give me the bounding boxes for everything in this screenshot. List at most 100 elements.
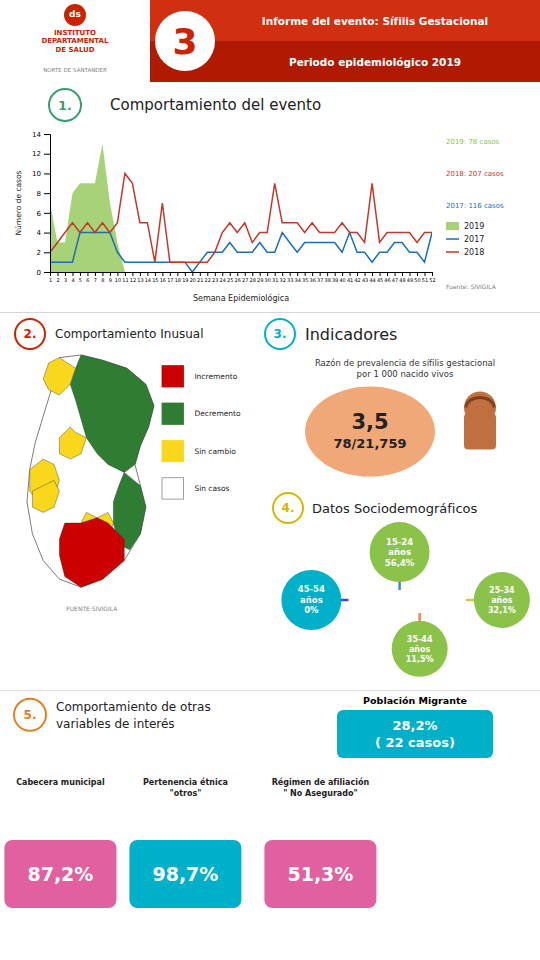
tick-label: 4 [71, 277, 74, 283]
tick-mark [350, 272, 351, 276]
plot-marks [50, 144, 432, 272]
section-circle [15, 319, 45, 349]
tick-label: 17 [167, 277, 173, 283]
tick-mark [140, 272, 141, 276]
tick-mark [237, 272, 238, 276]
text-line: 35-44 [407, 635, 433, 644]
text-line: 1. [58, 98, 72, 113]
tick-label: 22 [205, 277, 211, 283]
axis-domain [44, 135, 51, 273]
text-line: Comportamiento de otras [56, 700, 211, 714]
x-tick: 42 [354, 272, 360, 283]
legend-entry: 2017 [464, 235, 484, 244]
tick-label: 29 [257, 277, 263, 283]
map-legend-entry: Sin casos [194, 484, 229, 493]
tick-label: 38 [324, 277, 330, 283]
section-number: 3. [274, 327, 287, 341]
text-line: 25-34 [489, 586, 515, 595]
tick-label: 45 [377, 277, 383, 283]
tick-mark [207, 272, 208, 276]
tick-mark [44, 173, 50, 174]
tick-label: 41 [347, 277, 353, 283]
text-line: 2. [24, 327, 37, 341]
tick-mark [252, 272, 253, 276]
tick-label: 13 [137, 277, 143, 283]
x-tick: 38 [324, 272, 330, 283]
note: 2017: 116 casos [446, 202, 504, 210]
value-box [4, 840, 116, 908]
age-groups: 15-24años56,4%25-34años32,1%35-44años11,… [281, 522, 530, 677]
text-line: Datos Sociodemográficos [312, 501, 478, 516]
text-line: Semana Epidemiológica [193, 293, 289, 303]
tick-label: 39 [332, 277, 338, 283]
text-line: 2019 [464, 222, 484, 231]
x-tick: 36 [309, 272, 315, 283]
tick-mark [245, 272, 246, 276]
text-line: años [300, 595, 323, 605]
map-region [70, 355, 154, 472]
connector [466, 599, 475, 602]
x-tick: 52 [429, 272, 435, 283]
text-line: 0% [304, 605, 319, 615]
text-line: Régimen de afiliación [272, 777, 370, 787]
x-tick: 50 [414, 272, 420, 283]
section-title: Comportamiento Inusual [55, 327, 204, 341]
x-tick: 3 [64, 272, 67, 283]
x-tick: 13 [137, 272, 143, 283]
tick-mark [80, 272, 81, 276]
value-box [337, 710, 493, 758]
tick-label: 7 [94, 277, 97, 283]
value-box [264, 840, 376, 908]
tick-mark [357, 272, 358, 276]
x-tick: 34 [294, 272, 300, 283]
text-line: Decremento [194, 409, 241, 418]
tick-label: 8 [37, 190, 41, 198]
map-region [43, 358, 75, 395]
tick-label: 27 [242, 277, 248, 283]
tick-mark [282, 272, 283, 276]
tick-mark [410, 272, 411, 276]
section-title: Comportamiento de otras variables de inte… [56, 700, 211, 731]
tick-mark [230, 272, 231, 276]
tick-mark [95, 272, 96, 276]
tick-mark [44, 193, 50, 194]
text-line: ( 22 casos) [375, 735, 455, 750]
value-box [129, 840, 241, 908]
text-line: 2018: 207 casos [446, 170, 504, 178]
tick-label: 31 [272, 277, 278, 283]
logo-text: NORTE DE SANTANDER [43, 67, 107, 73]
y-tick: 10 [32, 170, 50, 178]
text-line: 3,5 [351, 410, 388, 434]
text-line: FUENTE:SIVIGILA [66, 605, 118, 612]
tick-mark [44, 272, 50, 273]
y-axis-title: Número de casos [14, 170, 23, 235]
x-tick: 45 [377, 272, 383, 283]
tick-mark [110, 272, 111, 276]
text-line: INSTITUTO [54, 29, 96, 37]
section-number: 1. [58, 98, 72, 113]
tick-mark [117, 272, 118, 276]
legend-swatch [446, 251, 459, 253]
map-legend-swatch [162, 440, 184, 461]
tick-label: 52 [429, 277, 435, 283]
text-line: "otros" [169, 789, 201, 798]
note: 2019: 78 casos [446, 138, 500, 146]
person-icon [466, 398, 494, 408]
x-tick: 26 [235, 272, 241, 283]
tick-label: 37 [317, 277, 323, 283]
text-line: variables de interés [56, 717, 175, 731]
tick-mark [147, 272, 148, 276]
text-line: Sin casos [194, 484, 229, 493]
section-title: Comportamiento del evento [110, 96, 321, 114]
map-legend-swatch [162, 366, 184, 387]
section-circle [49, 89, 81, 121]
y-tick: 12 [32, 150, 50, 158]
tick-label: 50 [414, 277, 420, 283]
tick-label: 33 [287, 277, 293, 283]
box-title: Cabecera municipal [16, 778, 105, 787]
tick-mark [335, 272, 336, 276]
y-tick: 14 [32, 131, 50, 139]
map: IncrementoDecrementoSin cambioSin casosF… [27, 355, 241, 612]
tick-mark [342, 272, 343, 276]
tick-label: 44 [369, 277, 375, 283]
